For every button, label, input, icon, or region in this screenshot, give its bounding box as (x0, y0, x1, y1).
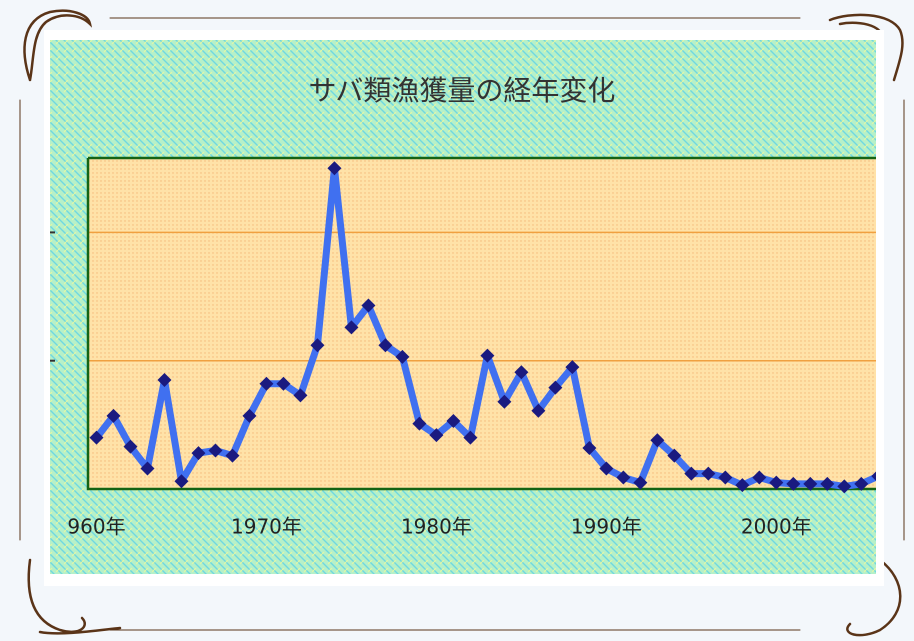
chart: サバ類漁獲量の経年変化 960年 1970年 1980年 1990年 2000年 (50, 40, 888, 574)
x-tick-label: 1990年 (571, 515, 642, 539)
screenshot: サバ類漁獲量の経年変化 960年 1970年 1980年 1990年 2000年 (0, 0, 914, 641)
x-tick-label: 1980年 (401, 515, 472, 539)
x-tick-label: 1970年 (231, 515, 302, 539)
chart-title: サバ類漁獲量の経年変化 (309, 74, 616, 107)
x-tick-label: 960年 (67, 515, 125, 539)
x-tick-label: 2000年 (741, 515, 812, 539)
plot-area (88, 158, 888, 489)
page: {"chart_data": {"type": "line", "title":… (0, 0, 914, 641)
